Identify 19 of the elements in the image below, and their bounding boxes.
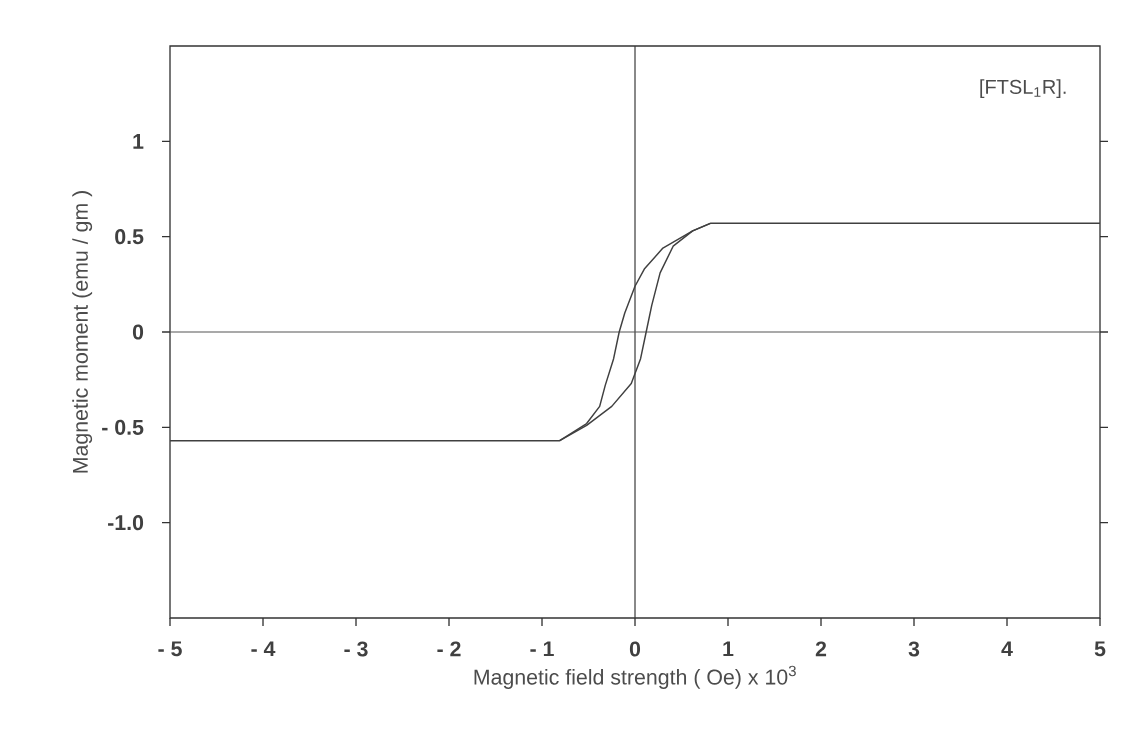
x-tick-label: 4 — [1001, 641, 1013, 657]
x-tick-label: 0 — [629, 641, 641, 657]
x-tick-label: 1 — [723, 641, 734, 657]
annotation: [FTSL$_{1}$R]. — [980, 79, 1066, 98]
y-axis-title: Magnetic moment (emu / gm ) — [72, 191, 93, 473]
y-tick-label: 0.5 — [115, 229, 144, 245]
y-tick-label: -1.0 — [108, 515, 144, 531]
x-tick-label: - 2 — [437, 641, 461, 657]
x-tick-label: - 5 — [158, 641, 182, 657]
x-tick-label: - 1 — [530, 641, 554, 657]
x-axis-title: Magnetic field strength ( Oe) x 10$^{3}$ — [474, 665, 796, 689]
x-tick-label: - 3 — [344, 641, 368, 657]
y-tick-label: 1 — [133, 133, 144, 149]
y-tick-label: - 0.5 — [102, 419, 144, 435]
x-tick-label: - 4 — [251, 641, 276, 657]
x-tick-label: 2 — [815, 641, 827, 657]
x-tick-label: 5 — [1094, 641, 1106, 657]
y-tick-label: 0 — [132, 324, 144, 340]
x-tick-label: 3 — [908, 641, 920, 657]
